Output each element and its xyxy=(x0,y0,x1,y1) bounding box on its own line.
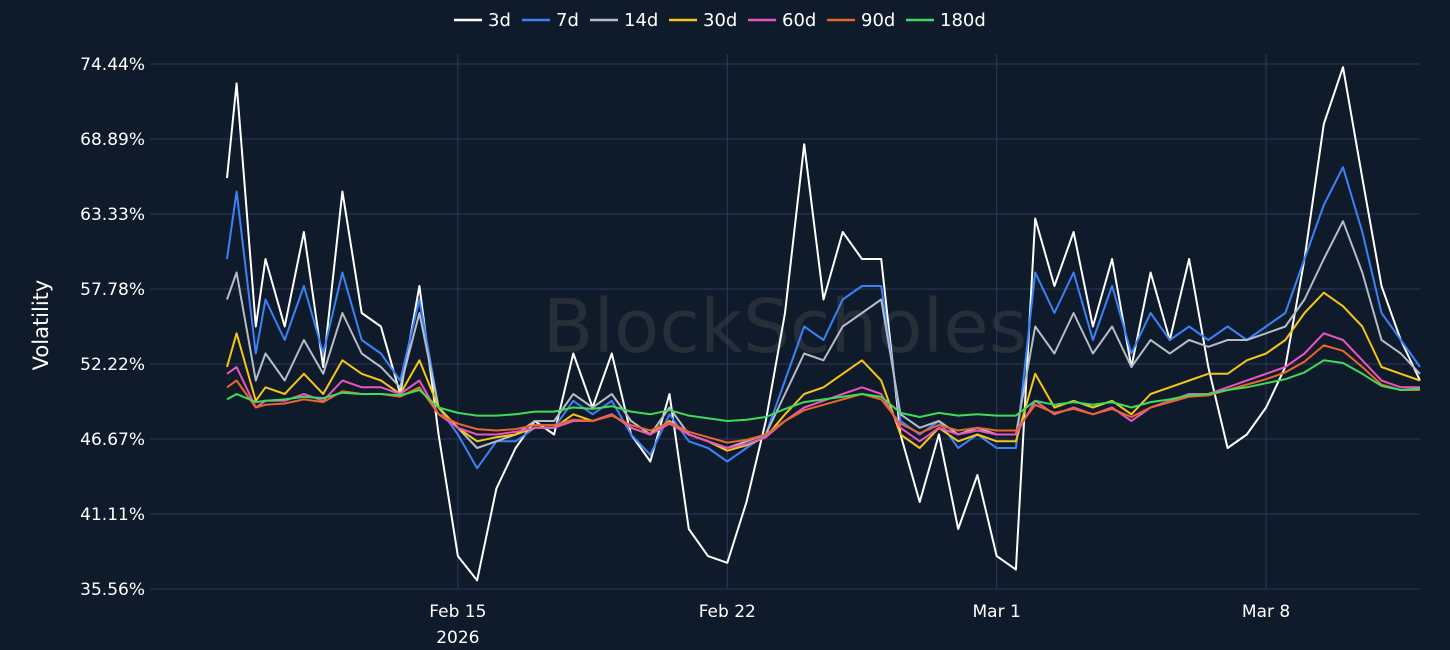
y-tick-label: 46.67% xyxy=(80,430,145,450)
legend-label-90d: 90d xyxy=(861,10,895,31)
y-tick-label: 63.33% xyxy=(80,205,145,225)
series-line-14d xyxy=(226,220,1421,449)
series-line-180d xyxy=(226,359,1421,422)
y-tick-label: 35.56% xyxy=(80,580,145,600)
y-tick-label: 74.44% xyxy=(80,55,145,75)
x-tick-label: Mar 1 xyxy=(973,602,1021,622)
series-line-60d xyxy=(226,332,1420,449)
legend: 3d 7d 14d 30d 60d 90d 180d xyxy=(454,10,986,31)
legend-label-14d: 14d xyxy=(624,10,658,31)
grid-layer xyxy=(150,54,1420,590)
legend-label-60d: 60d xyxy=(782,10,816,31)
y-tick-label: 52.22% xyxy=(80,355,145,375)
x-tick-label: Feb 15 xyxy=(429,602,486,622)
y-axis-title: Volatility xyxy=(29,280,53,371)
legend-label-30d: 30d xyxy=(703,10,737,31)
x-tick-label: Feb 22 xyxy=(699,602,756,622)
series-line-7d xyxy=(226,166,1421,470)
y-axis-ticks: 74.44% 68.89% 63.33% 57.78% 52.22% 46.67% 41.1… xyxy=(80,55,145,600)
series-layer xyxy=(226,66,1421,582)
legend-label-180d: 180d xyxy=(940,10,986,31)
watermark: BlockScholes xyxy=(543,284,1028,370)
y-tick-label: 68.89% xyxy=(80,130,145,150)
x-axis-ticks: Feb 15 2026 Feb 22 Mar 1 Mar 8 xyxy=(429,602,1290,648)
series-line-30d xyxy=(226,291,1421,452)
y-tick-label: 57.78% xyxy=(80,280,145,300)
x-tick-year-label: 2026 xyxy=(436,628,479,648)
x-tick-label: Mar 8 xyxy=(1242,602,1290,622)
legend-label-7d: 7d xyxy=(556,10,579,31)
y-tick-label: 41.11% xyxy=(80,505,145,525)
legend-label-3d: 3d xyxy=(488,10,511,31)
